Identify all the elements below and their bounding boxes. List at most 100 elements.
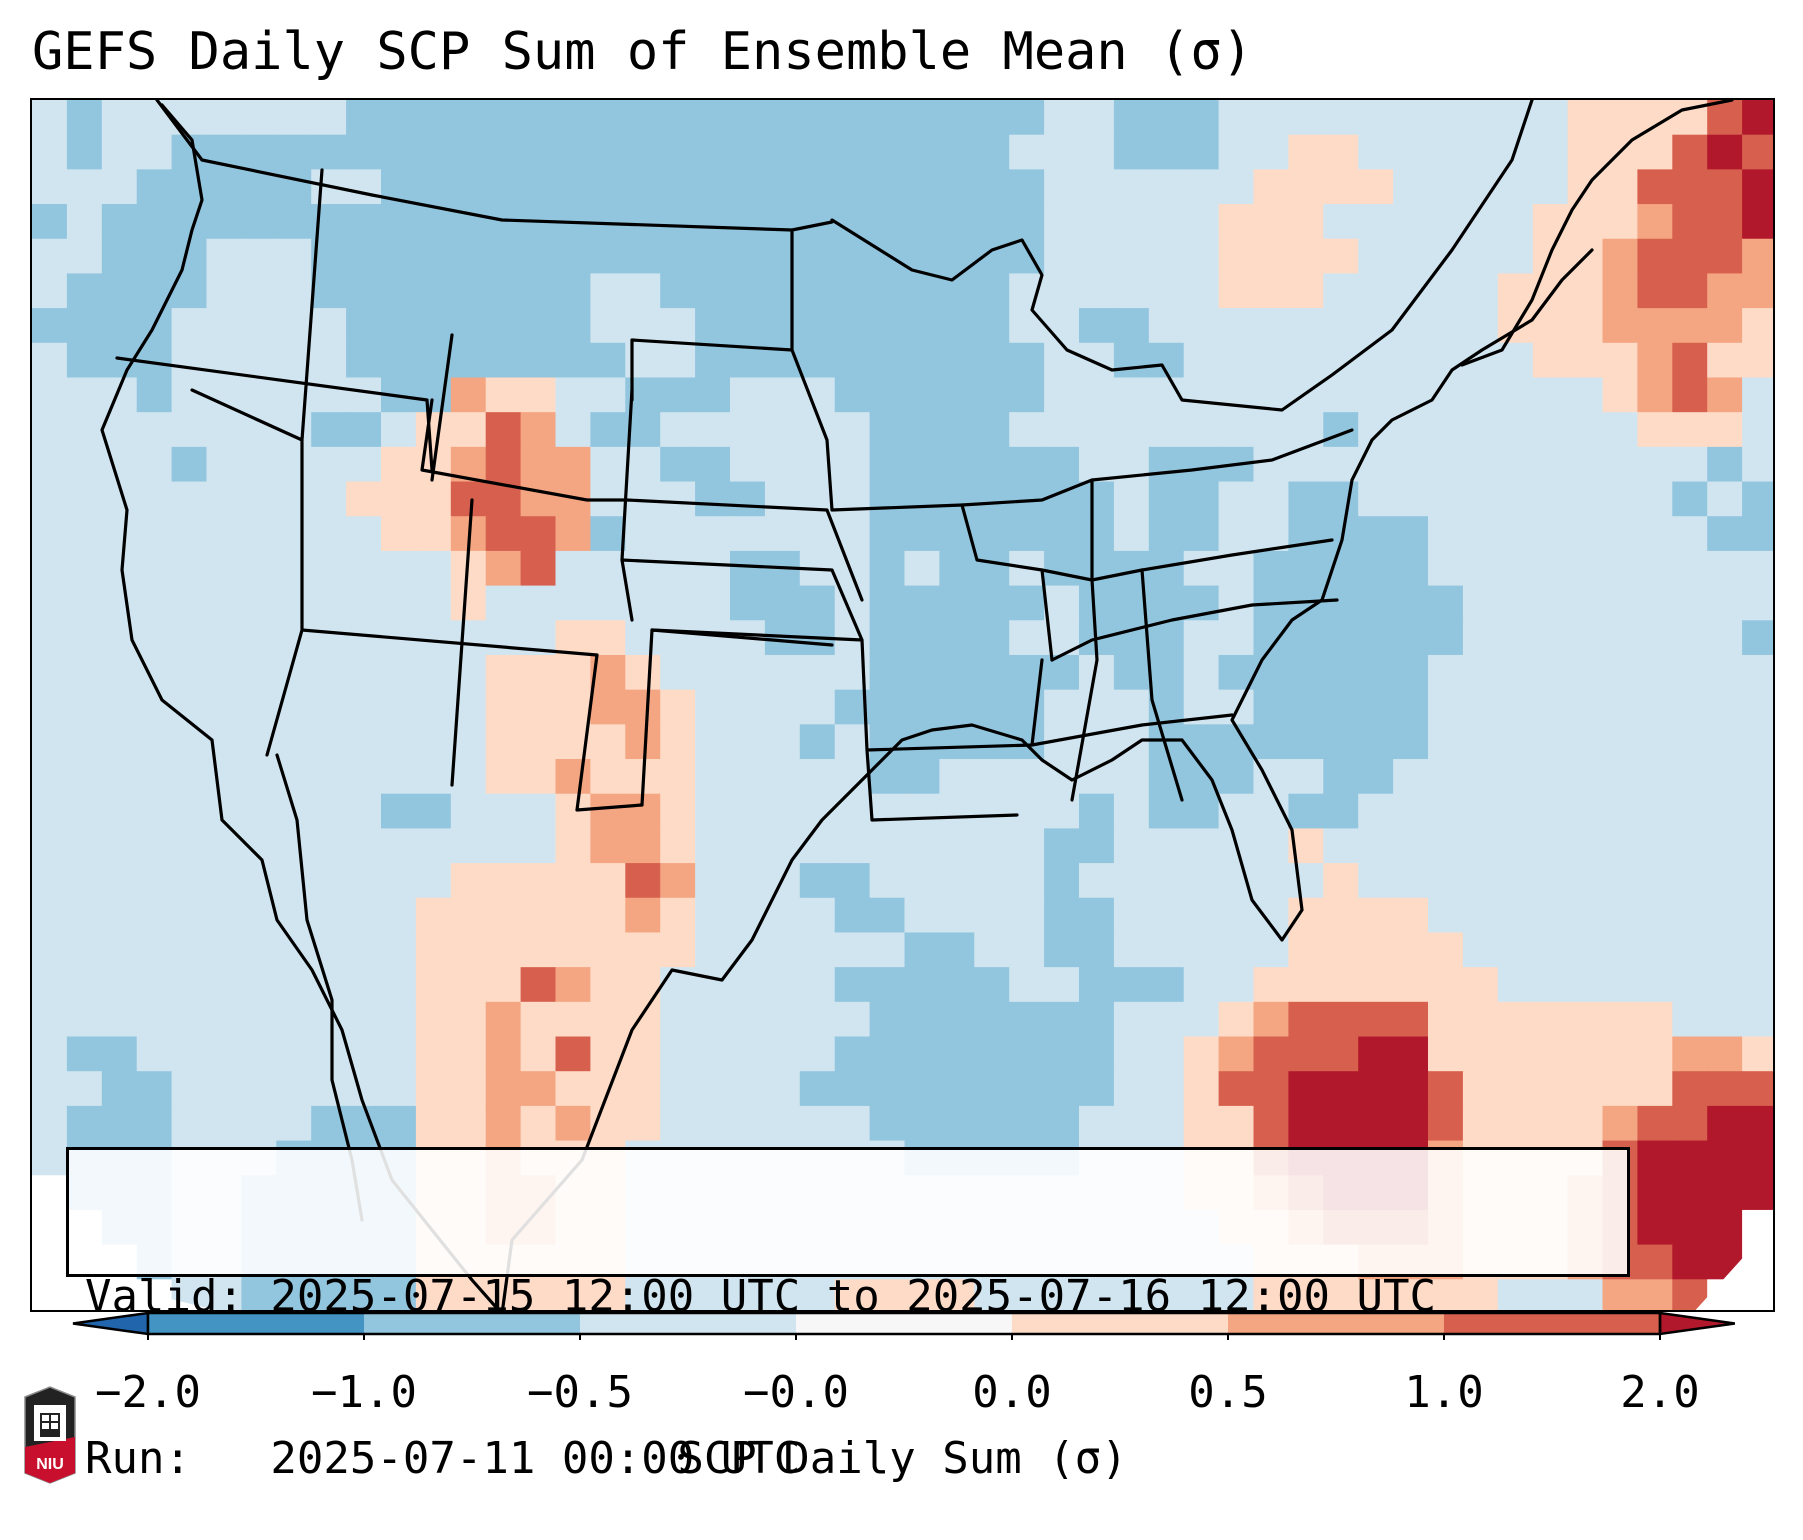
raster-cell bbox=[171, 585, 208, 621]
colorbar-tick-label: −0.5 bbox=[527, 1367, 633, 1418]
raster-cell bbox=[136, 1105, 173, 1142]
raster-cell bbox=[1079, 1071, 1115, 1107]
raster-cell bbox=[520, 654, 557, 691]
raster-cell bbox=[381, 967, 417, 1003]
raster-cell bbox=[799, 724, 836, 760]
raster-cell bbox=[1079, 412, 1115, 448]
raster-cell bbox=[590, 100, 626, 136]
raster-cell bbox=[1358, 516, 1394, 552]
raster-cell bbox=[764, 724, 801, 760]
raster-cell bbox=[66, 342, 103, 379]
raster-cell bbox=[171, 793, 208, 829]
raster-cell bbox=[904, 550, 940, 587]
raster-cell bbox=[1672, 204, 1708, 240]
raster-cell bbox=[695, 273, 731, 309]
raster-cell bbox=[1009, 1279, 1045, 1310]
raster-cell bbox=[555, 863, 591, 899]
raster-cell bbox=[276, 169, 312, 205]
raster-cell bbox=[1462, 550, 1499, 587]
raster-cell bbox=[415, 100, 452, 136]
raster-cell bbox=[1218, 134, 1255, 170]
raster-cell bbox=[1183, 1279, 1220, 1310]
raster-cell bbox=[730, 759, 766, 795]
raster-cell bbox=[415, 724, 452, 760]
raster-cell bbox=[555, 100, 591, 136]
raster-cell bbox=[1602, 169, 1638, 205]
raster-cell bbox=[974, 238, 1010, 275]
raster-cell bbox=[974, 308, 1010, 344]
raster-cell bbox=[555, 169, 591, 205]
raster-cell bbox=[1637, 308, 1673, 344]
raster-cell bbox=[415, 273, 452, 309]
raster-cell bbox=[1358, 828, 1394, 864]
raster-cell bbox=[206, 759, 242, 795]
raster-cell bbox=[206, 481, 242, 517]
raster-cell bbox=[1358, 654, 1394, 691]
raster-cell bbox=[660, 620, 696, 656]
raster-cell bbox=[1707, 1036, 1743, 1072]
raster-cell bbox=[241, 932, 277, 968]
raster-cell bbox=[1113, 169, 1150, 205]
raster-cell bbox=[1567, 446, 1604, 483]
colorbar-tick-label: 2.0 bbox=[1620, 1367, 1700, 1418]
raster-cell bbox=[171, 759, 208, 795]
raster-cell bbox=[1218, 481, 1255, 517]
raster-cell bbox=[1079, 377, 1115, 413]
raster-cell bbox=[1742, 308, 1773, 344]
raster-cell bbox=[1218, 620, 1255, 656]
raster-cell bbox=[625, 1105, 661, 1142]
raster-cell bbox=[66, 481, 103, 517]
raster-cell bbox=[1497, 377, 1534, 413]
raster-cell bbox=[1497, 932, 1534, 968]
raster-cell bbox=[346, 724, 382, 760]
raster-cell bbox=[1637, 550, 1673, 587]
raster-cell bbox=[1462, 863, 1499, 899]
raster-cell bbox=[66, 654, 103, 691]
raster-cell bbox=[485, 134, 522, 170]
raster-cell bbox=[904, 308, 940, 344]
raster-cell bbox=[311, 481, 347, 517]
raster-cell bbox=[520, 932, 557, 968]
raster-cell bbox=[171, 1001, 208, 1038]
raster-cell bbox=[625, 308, 661, 344]
raster-cell bbox=[1358, 308, 1394, 344]
raster-cell bbox=[904, 481, 940, 517]
raster-cell bbox=[1672, 1105, 1708, 1142]
raster-cell bbox=[660, 897, 696, 934]
raster-cell bbox=[1358, 134, 1394, 170]
raster-cell bbox=[1148, 446, 1185, 483]
raster-cell bbox=[1079, 134, 1115, 170]
raster-cell bbox=[1497, 828, 1534, 864]
raster-cell bbox=[1532, 759, 1569, 795]
raster-cell bbox=[1497, 897, 1534, 934]
raster-cell bbox=[1253, 134, 1289, 170]
raster-cell bbox=[520, 1105, 557, 1142]
raster-cell bbox=[415, 863, 452, 899]
raster-cell bbox=[869, 550, 906, 587]
raster-cell bbox=[799, 238, 836, 275]
raster-cell bbox=[555, 1001, 591, 1038]
raster-cell bbox=[241, 377, 277, 413]
raster-cell bbox=[1567, 654, 1604, 691]
raster-cell bbox=[590, 238, 626, 275]
colorbar-label: SCP Daily Sum (σ) bbox=[677, 1433, 1128, 1484]
raster-cell bbox=[1672, 134, 1708, 170]
raster-cell bbox=[1253, 967, 1289, 1003]
raster-cell bbox=[32, 1209, 68, 1246]
raster-cell bbox=[1323, 273, 1359, 309]
raster-cell bbox=[1707, 793, 1743, 829]
raster-cell bbox=[415, 1105, 452, 1142]
raster-cell bbox=[939, 620, 975, 656]
raster-cell bbox=[520, 967, 557, 1003]
raster-cell bbox=[764, 689, 801, 725]
raster-cell bbox=[1323, 481, 1359, 517]
raster-cell bbox=[520, 412, 557, 448]
raster-cell bbox=[1323, 932, 1359, 968]
raster-cell bbox=[485, 1105, 522, 1142]
raster-cell bbox=[415, 759, 452, 795]
raster-cell bbox=[1602, 759, 1638, 795]
raster-cell bbox=[939, 654, 975, 691]
raster-cell bbox=[450, 897, 487, 934]
raster-cell bbox=[32, 308, 68, 344]
raster-cell bbox=[764, 967, 801, 1003]
